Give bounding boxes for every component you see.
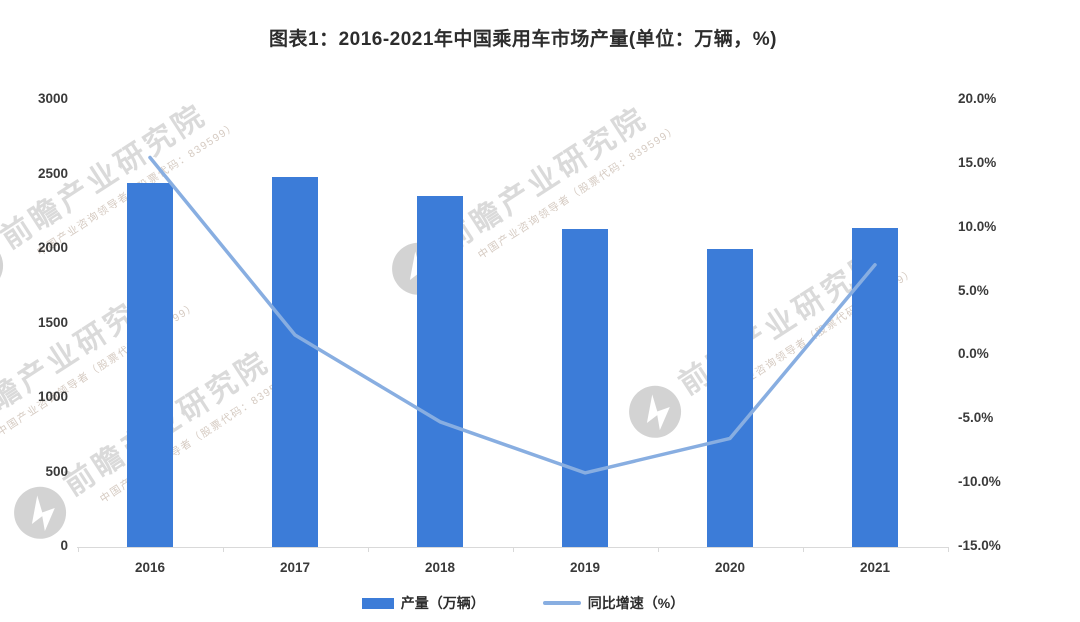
x-axis-tick <box>802 547 804 552</box>
x-axis-tick <box>512 547 514 552</box>
left-axis-tick-label: 500 <box>45 463 68 479</box>
line-swatch-icon <box>542 601 581 605</box>
right-axis-tick-label: -5.0% <box>958 410 994 426</box>
bar-2016 <box>127 183 173 547</box>
bar-2020 <box>707 249 753 547</box>
left-axis-tick-label: 2000 <box>37 240 68 255</box>
legend-item-growth: 同比增速（%） <box>542 593 685 613</box>
legend-label-growth: 同比增速（%） <box>587 595 685 611</box>
x-axis-tick <box>77 547 79 552</box>
x-axis-tick <box>222 547 224 552</box>
bar-2018 <box>417 196 463 547</box>
bar-swatch-icon <box>361 597 394 609</box>
x-axis-tick <box>367 547 369 552</box>
right-axis-tick-label: 0.0% <box>958 346 989 362</box>
right-axis-tick-label: 20.0% <box>958 91 997 106</box>
x-axis-label-2021: 2021 <box>859 560 891 575</box>
right-axis-tick-label: 5.0% <box>958 282 989 298</box>
chart-title: 图表1：2016-2021年中国乘用车市场产量(单位：万辆，%) <box>269 29 777 50</box>
x-axis-label-2020: 2020 <box>714 560 746 575</box>
x-axis-tick <box>657 547 659 552</box>
x-axis-label-2016: 2016 <box>134 560 166 575</box>
x-axis-label-2019: 2019 <box>569 560 601 575</box>
right-axis-tick-label: -10.0% <box>958 474 1001 490</box>
bar-2017 <box>272 177 318 547</box>
x-axis-label-2018: 2018 <box>424 560 456 575</box>
right-axis-tick-label: -15.0% <box>958 538 1001 553</box>
x-axis-label-2017: 2017 <box>279 560 311 575</box>
bar-2019 <box>562 228 608 547</box>
right-axis-tick-label: 15.0% <box>958 154 997 170</box>
left-axis-tick-label: 3000 <box>37 91 68 106</box>
left-axis-tick-label: 1000 <box>37 389 68 404</box>
legend: 产量（万辆） 同比增速（%） <box>0 592 1046 614</box>
left-axis-tick-label: 1500 <box>37 314 68 330</box>
x-axis-tick <box>947 547 949 552</box>
legend-label-production: 产量（万辆） <box>400 595 485 611</box>
left-axis-tick-label: 2500 <box>37 165 68 181</box>
legend-item-production: 产量（万辆） <box>361 593 485 613</box>
left-axis-tick-label: 0 <box>60 538 68 553</box>
right-axis-tick-label: 10.0% <box>958 218 997 234</box>
bar-2021 <box>852 227 898 547</box>
